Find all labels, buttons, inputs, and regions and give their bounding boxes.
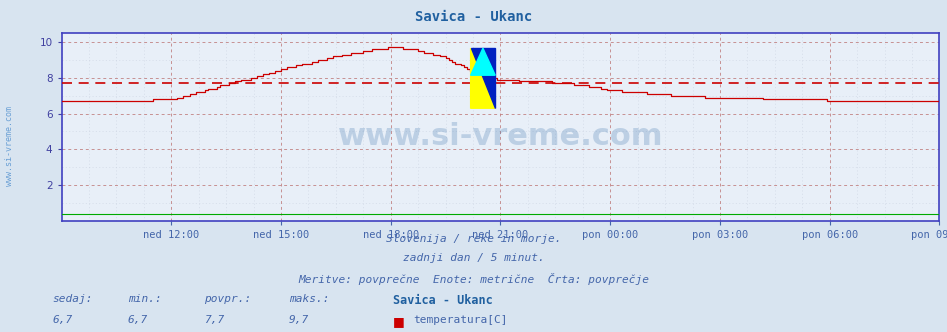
Text: Savica - Ukanc: Savica - Ukanc [415, 10, 532, 24]
Text: 9,7: 9,7 [289, 315, 309, 325]
Text: maks.:: maks.: [289, 294, 330, 304]
Text: min.:: min.: [128, 294, 162, 304]
Polygon shape [471, 48, 495, 108]
Polygon shape [471, 48, 495, 108]
Text: povpr.:: povpr.: [204, 294, 251, 304]
Text: 7,7: 7,7 [204, 315, 223, 325]
Polygon shape [471, 48, 495, 75]
Text: www.si-vreme.com: www.si-vreme.com [5, 106, 14, 186]
Text: zadnji dan / 5 minut.: zadnji dan / 5 minut. [402, 253, 545, 263]
Text: 6,7: 6,7 [128, 315, 148, 325]
Text: 6,7: 6,7 [52, 315, 72, 325]
Text: ■: ■ [393, 315, 404, 328]
Text: sedaj:: sedaj: [52, 294, 93, 304]
Text: Savica - Ukanc: Savica - Ukanc [393, 294, 492, 307]
Text: www.si-vreme.com: www.si-vreme.com [338, 122, 663, 151]
Text: Meritve: povprečne  Enote: metrične  Črta: povprečje: Meritve: povprečne Enote: metrične Črta:… [298, 273, 649, 285]
Text: temperatura[C]: temperatura[C] [413, 315, 508, 325]
Text: Slovenija / reke in morje.: Slovenija / reke in morje. [385, 234, 562, 244]
